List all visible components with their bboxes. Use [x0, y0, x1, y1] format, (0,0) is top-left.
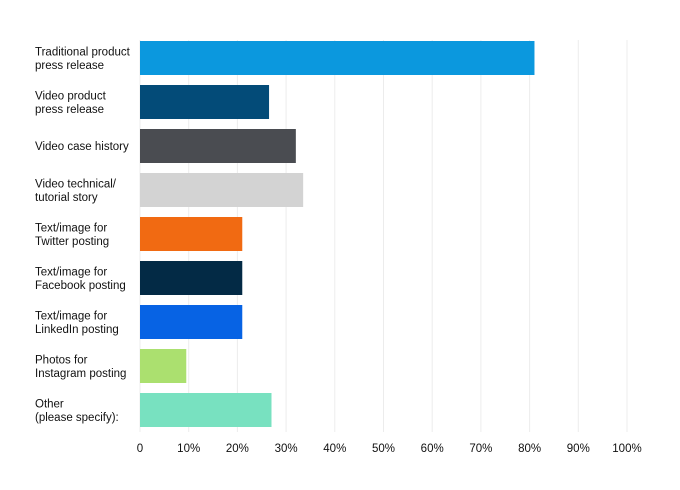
x-tick-label: 60%: [421, 443, 444, 455]
x-axis-ticks: 0 10% 20% 30% 40% 50% 60% 70% 80% 90% 100%: [137, 443, 642, 455]
x-tick-label: 100%: [612, 443, 641, 455]
x-tick-label: 20%: [226, 443, 249, 455]
category-labels: Traditional product press release Video pr…: [35, 46, 131, 424]
bar: [140, 349, 187, 383]
bar: [140, 129, 296, 163]
category-label: Video case history: [35, 141, 129, 153]
x-tick-label: 40%: [323, 443, 346, 455]
x-tick-label: 0: [137, 443, 143, 455]
x-tick-label: 10%: [177, 443, 200, 455]
category-label: Video product press release: [35, 90, 107, 116]
bar: [140, 41, 535, 75]
bars: [140, 41, 535, 427]
x-tick-label: 80%: [518, 443, 541, 455]
category-label: Photos for Instagram posting: [35, 354, 126, 380]
category-label: Video technical/tutorial story: [35, 178, 117, 204]
category-label: Other (please specify):: [35, 398, 119, 424]
bar: [140, 261, 243, 295]
category-label: Text/image for Facebook posting: [35, 266, 126, 292]
bar: [140, 305, 243, 339]
category-label: Text/image for Twitter posting: [35, 222, 109, 248]
category-label: Traditional product press release: [35, 46, 131, 72]
category-label: Text/image for LinkedIn posting: [35, 310, 119, 336]
bar: [140, 217, 243, 251]
x-tick-label: 50%: [372, 443, 395, 455]
bar: [140, 173, 304, 207]
bar: [140, 393, 272, 427]
x-tick-label: 30%: [275, 443, 298, 455]
bar: [140, 85, 270, 119]
x-tick-label: 90%: [567, 443, 590, 455]
x-tick-label: 70%: [469, 443, 492, 455]
